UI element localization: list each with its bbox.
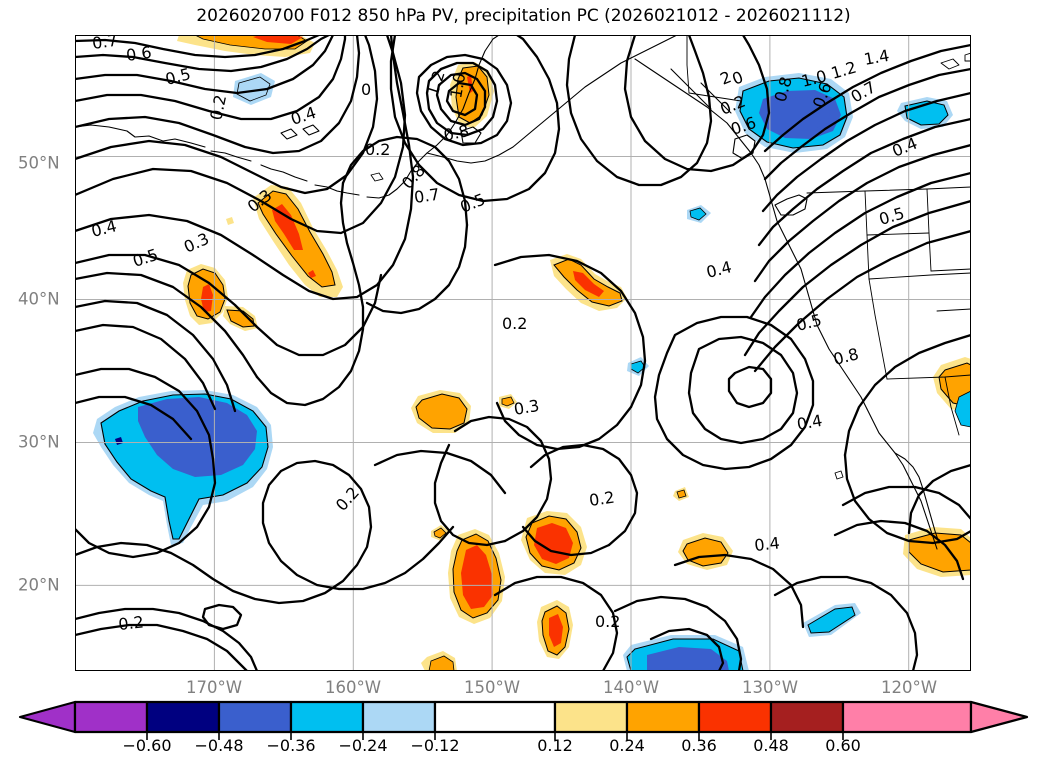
chart-title: 2026020700 F012 850 hPa PV, precipitatio… <box>196 6 851 26</box>
y-tick-50n: 50°N <box>18 153 60 173</box>
x-tick-160w: 160°W <box>324 678 382 697</box>
map-plot-area[interactable]: 0.7 0.6 0.5 0.2 0.4 0 0.2 0.4 0.3 0.5 0.… <box>75 35 971 671</box>
y-tick-40n: 40°N <box>18 289 60 309</box>
svg-text:0.7: 0.7 <box>91 35 119 53</box>
colorbar-tick-8: 0.48 <box>753 736 789 755</box>
svg-text:0.5: 0.5 <box>877 204 907 229</box>
svg-text:1.2: 1.2 <box>829 58 859 83</box>
colorbar-tick-1: −0.48 <box>194 736 244 755</box>
map-gridlines <box>75 35 971 671</box>
colorbar-tick-2: −0.36 <box>266 736 316 755</box>
svg-text:0.2: 0.2 <box>332 483 363 515</box>
svg-text:0.4: 0.4 <box>89 216 118 241</box>
svg-text:0.4: 0.4 <box>795 411 823 434</box>
colorbar[interactable]: −0.60 −0.48 −0.36 −0.24 −0.12 0.12 0.24 … <box>0 700 1047 764</box>
svg-text:0.2: 0.2 <box>595 612 620 631</box>
colorbar-tick-6: 0.24 <box>609 736 645 755</box>
svg-text:0.4: 0.4 <box>753 533 780 555</box>
svg-text:0: 0 <box>361 80 371 99</box>
svg-text:1.4: 1.4 <box>862 46 890 69</box>
colorbar-tick-5: 0.12 <box>537 736 573 755</box>
x-tick-120w: 120°W <box>880 678 938 697</box>
pv-contour-layer <box>75 35 971 671</box>
colorbar-tick-3: −0.24 <box>338 736 388 755</box>
svg-text:0.2: 0.2 <box>365 140 390 159</box>
colorbar-under-arrow <box>18 700 77 734</box>
svg-text:0.2: 0.2 <box>588 488 616 510</box>
svg-text:0.2: 0.2 <box>502 314 527 333</box>
svg-text:0.3: 0.3 <box>512 396 540 419</box>
x-tick-170w: 170°W <box>185 678 243 697</box>
colorbar-over-arrow <box>969 700 1029 734</box>
svg-text:0.2: 0.2 <box>206 93 230 122</box>
x-tick-150w: 150°W <box>463 678 521 697</box>
svg-text:0.8: 0.8 <box>442 121 471 145</box>
y-tick-30n: 30°N <box>18 432 60 452</box>
svg-text:0.2: 0.2 <box>117 612 144 634</box>
colorbar-tick-4: −0.12 <box>410 736 460 755</box>
svg-text:0.5: 0.5 <box>130 245 160 271</box>
map-canvas: 0.7 0.6 0.5 0.2 0.4 0 0.2 0.4 0.3 0.5 0.… <box>75 35 971 671</box>
svg-text:0.7: 0.7 <box>848 77 880 106</box>
svg-text:0.4: 0.4 <box>704 257 733 282</box>
svg-text:0.7: 0.7 <box>413 185 441 207</box>
svg-text:1.2: 1.2 <box>423 68 449 98</box>
svg-text:0.3: 0.3 <box>181 229 212 257</box>
x-tick-140w: 140°W <box>602 678 660 697</box>
svg-text:0.4: 0.4 <box>288 103 318 129</box>
x-tick-130w: 130°W <box>741 678 799 697</box>
shaded-anomaly-layer <box>93 35 971 671</box>
svg-text:0.5: 0.5 <box>794 310 823 335</box>
colorbar-swatches <box>18 700 1029 740</box>
colorbar-tick-9: 0.60 <box>825 736 861 755</box>
svg-text:1.0: 1.0 <box>446 71 469 99</box>
colorbar-tick-7: 0.36 <box>681 736 717 755</box>
svg-text:0.6: 0.6 <box>125 43 153 65</box>
svg-text:0.8: 0.8 <box>831 344 860 369</box>
y-tick-20n: 20°N <box>18 575 60 595</box>
colorbar-tick-0: −0.60 <box>122 736 172 755</box>
